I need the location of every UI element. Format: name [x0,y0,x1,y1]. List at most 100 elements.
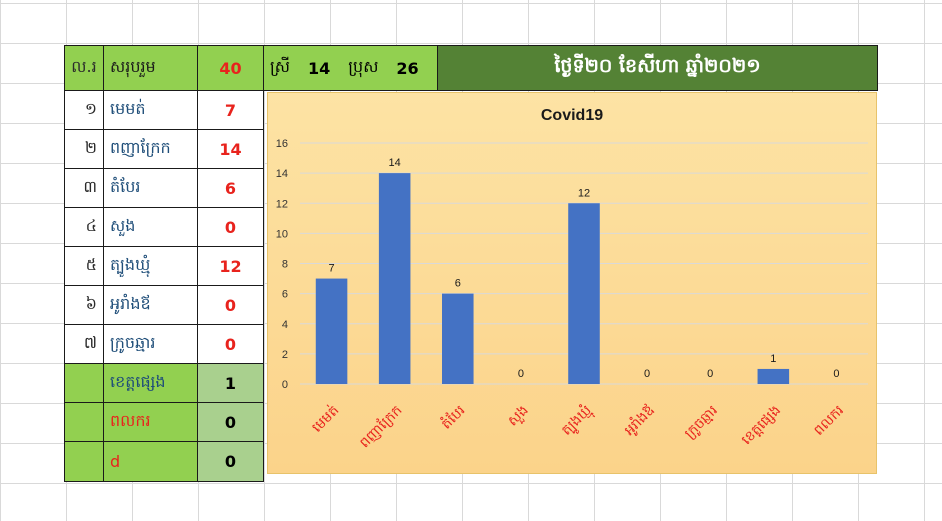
bar [568,203,600,384]
row-name: ត្បូងឃ្មុំ [110,255,151,274]
extra-index-cell[interactable] [64,441,104,482]
row-name-cell[interactable]: តំបែរ [103,168,198,208]
extra-name: d [110,452,121,471]
extra-name-cell[interactable]: d [103,441,198,482]
date-header-cell[interactable]: ថ្ងៃទី២០ ខែសីហា ឆ្នាំ២០២១ [437,45,878,91]
extra-value-cell[interactable]: 0 [197,441,264,482]
data-label: 7 [328,263,334,275]
row-value: 14 [219,139,242,159]
covid-chart[interactable]: Covid19 0 2 4 6 8 10 12 14 16 7 14 6 0 12 0 0 1 0 មេមត់ព… [267,92,877,474]
x-tick-label: ត្បូងឃ្មុំ [557,401,597,441]
row-index-cell[interactable]: ៥ [64,246,104,286]
row-value-cell[interactable]: 0 [197,324,264,364]
row-index: ១ [84,99,97,118]
row-index-cell[interactable]: ៤ [64,207,104,247]
extra-index-cell[interactable] [64,363,104,403]
row-value-cell[interactable]: 6 [197,168,264,208]
row-index: ៧ [83,333,97,352]
x-tick-label: តំបែរ [437,401,468,432]
data-label: 6 [455,278,461,290]
male-label: ប្រុស [348,57,379,76]
row-value-cell[interactable]: 0 [197,285,264,325]
extra-value-cell[interactable]: 0 [197,402,264,442]
row-name: អូរាំងឪ [110,294,151,313]
extra-index-cell[interactable] [64,402,104,442]
row-name-cell[interactable]: ត្បូងឃ្មុំ [103,246,198,286]
row-value: 7 [224,100,237,120]
row-name: តំបែរ [110,177,141,196]
x-tick-label: មេមត់ [308,401,342,435]
header-gender-cell[interactable]: ស្រី 14 ប្រុស 26 [263,45,438,91]
data-label: 0 [833,368,839,380]
y-tick-label: 4 [282,319,288,331]
row-index-cell[interactable]: ១ [64,90,104,130]
y-axis-ticks: 0 2 4 6 8 10 12 14 16 [276,138,288,391]
extra-name-cell[interactable]: ខេត្តផ្សេង [103,363,198,403]
extra-name: ខេត្តផ្សេង [110,372,166,391]
data-label: 0 [644,368,650,380]
y-tick-label: 8 [282,259,288,271]
row-name-cell[interactable]: ក្រូចឆ្មារ [103,324,198,364]
x-tick-label: ខេត្តផ្សេង [738,402,784,448]
row-value-cell[interactable]: 12 [197,246,264,286]
row-name: ក្រូចឆ្មារ [110,333,156,352]
y-tick-label: 0 [282,379,288,391]
chart-title: Covid19 [541,107,603,124]
row-index-cell[interactable]: ២ [64,129,104,169]
row-index: ៦ [85,294,97,313]
row-value-cell[interactable]: 7 [197,90,264,130]
x-axis-labels: មេមត់ ពញាក្រែក តំបែរ សួង ត្បូងឃ្មុំ អូរាំងឪ ក្… [308,401,847,451]
header-index-label: ល.រ [71,57,97,76]
x-tick-label: សួង [504,402,532,430]
row-value-cell[interactable]: 0 [197,207,264,247]
female-label: ស្រី [270,57,290,76]
header-total-value: 40 [219,58,242,78]
extra-value: 0 [224,412,237,432]
x-tick-label: ពលករ [810,402,846,438]
extra-value: 1 [224,373,237,393]
data-label: 12 [578,187,590,199]
row-name-cell[interactable]: ពញាក្រែក [103,129,198,169]
row-value: 0 [224,295,237,315]
extra-name-cell[interactable]: ពលករ [103,402,198,442]
row-index-cell[interactable]: ៣ [64,168,104,208]
row-name-cell[interactable]: អូរាំងឪ [103,285,198,325]
y-tick-label: 2 [282,349,288,361]
female-count: 14 [308,58,331,78]
extra-name: ពលករ [110,411,151,430]
row-index: ៣ [83,177,97,196]
data-label: 0 [518,368,524,380]
header-index-cell[interactable]: ល.រ [64,45,104,91]
bar [757,368,790,384]
y-tick-label: 16 [276,138,288,150]
x-tick-label: ក្រូចឆ្មារ [681,402,722,443]
row-index: ៤ [85,216,97,235]
row-value: 0 [224,217,237,237]
y-tick-label: 14 [276,168,288,180]
row-index-cell[interactable]: ៧ [64,324,104,364]
bars [315,173,790,384]
data-label: 1 [770,353,776,365]
male-count: 26 [396,58,419,78]
row-name: ពញាក្រែក [110,138,171,157]
row-value: 12 [219,256,242,276]
data-labels: 7 14 6 0 12 0 0 1 0 [328,157,839,380]
date-label: ថ្ងៃទី២០ ខែសីហា ឆ្នាំ២០២១ [554,55,761,77]
row-name-cell[interactable]: សួង [103,207,198,247]
row-index: ៥ [85,255,97,274]
row-name: មេមត់ [110,99,146,118]
header-total-label: សរុបរួម [110,57,156,76]
extra-value-cell[interactable]: 1 [197,363,264,403]
row-name-cell[interactable]: មេមត់ [103,90,198,130]
row-index-cell[interactable]: ៦ [64,285,104,325]
x-tick-label: ពញាក្រែក [356,402,406,452]
header-label-cell[interactable]: សរុបរួម [103,45,198,91]
x-tick-label: អូរាំងឪ [620,401,659,440]
header-total-cell[interactable]: 40 [197,45,264,91]
y-tick-label: 12 [276,198,288,210]
row-value-cell[interactable]: 14 [197,129,264,169]
bar [378,173,411,384]
extra-value: 0 [224,452,237,471]
data-label: 0 [707,368,713,380]
